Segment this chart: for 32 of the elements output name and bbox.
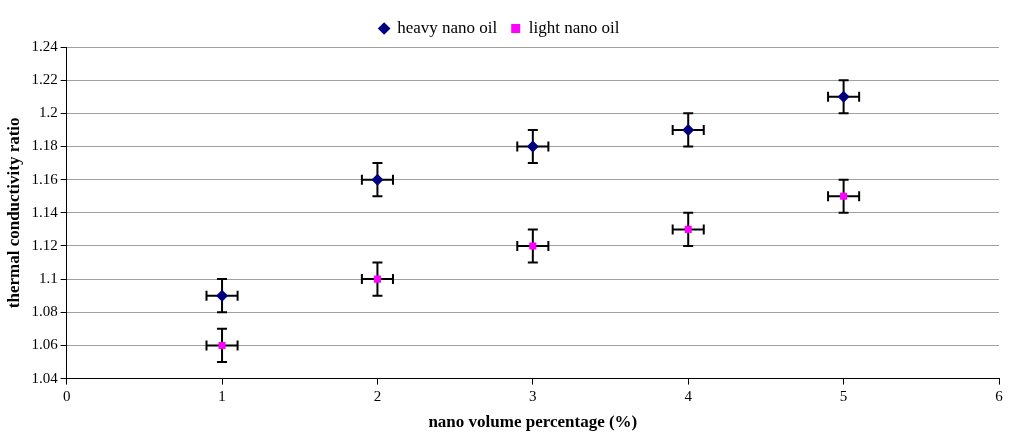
point bbox=[371, 173, 384, 186]
y-tick-label: 1.2 bbox=[38, 104, 58, 121]
y-tick-label: 1.22 bbox=[31, 71, 58, 88]
y-tick-label: 1.12 bbox=[31, 236, 58, 253]
point bbox=[216, 289, 229, 302]
x-tick-label: 1 bbox=[218, 387, 226, 404]
x-axis-title: nano volume percentage (%) bbox=[428, 412, 638, 432]
y-tick-label: 1.06 bbox=[31, 336, 59, 353]
point bbox=[837, 90, 850, 103]
x-tick-label: 0 bbox=[62, 387, 71, 404]
y-axis-title: thermal conductivity ratio bbox=[3, 117, 23, 309]
legend-label: light nano oil bbox=[528, 17, 620, 37]
x-tick-label: 6 bbox=[995, 387, 1004, 404]
point bbox=[840, 192, 848, 200]
point bbox=[682, 123, 695, 136]
y-tick-label: 1.14 bbox=[31, 203, 59, 220]
y-tick-label: 1.16 bbox=[31, 170, 59, 187]
point bbox=[373, 275, 381, 283]
x-tick-label: 4 bbox=[684, 387, 693, 404]
y-tick-label: 1.18 bbox=[31, 137, 58, 154]
x-tick-label: 5 bbox=[839, 387, 848, 404]
y-tick-label: 1.1 bbox=[38, 270, 58, 287]
y-tick-label: 1.04 bbox=[31, 369, 59, 386]
point bbox=[218, 341, 226, 349]
y-tick-label: 1.08 bbox=[31, 303, 58, 320]
point bbox=[684, 225, 692, 233]
legend-label: heavy nano oil bbox=[397, 17, 498, 37]
point bbox=[529, 242, 537, 250]
y-tick-label: 1.24 bbox=[31, 37, 59, 54]
x-tick-label: 3 bbox=[529, 387, 537, 404]
x-tick-label: 2 bbox=[373, 387, 382, 404]
point bbox=[526, 140, 539, 153]
